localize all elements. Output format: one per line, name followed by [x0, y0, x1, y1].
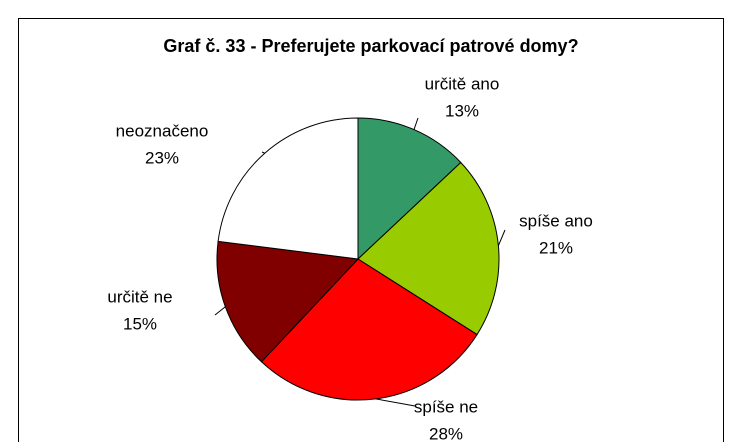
data-label-name: určitě ne — [107, 287, 172, 306]
data-label-name: spíše ano — [519, 211, 593, 230]
data-label-name: neoznačeno — [116, 121, 209, 140]
leader-line — [214, 306, 226, 316]
pie-slice — [357, 161, 500, 336]
data-label-value: 15% — [123, 314, 157, 333]
data-label-value: 21% — [539, 238, 573, 257]
pie-slice — [260, 258, 478, 401]
data-label-name: určitě ano — [425, 74, 500, 93]
data-label-value: 23% — [145, 148, 179, 167]
chart-title: Graf č. 33 - Preferujete parkovací patro… — [163, 36, 578, 56]
data-label-name: spíše ne — [414, 397, 478, 416]
data-label-value: 13% — [445, 101, 479, 120]
leader-line — [497, 229, 506, 246]
leader-line — [375, 398, 416, 407]
leader-line — [413, 117, 419, 130]
pie-slice — [217, 117, 359, 260]
leader-line — [261, 151, 265, 154]
data-label-value: 28% — [429, 424, 463, 442]
